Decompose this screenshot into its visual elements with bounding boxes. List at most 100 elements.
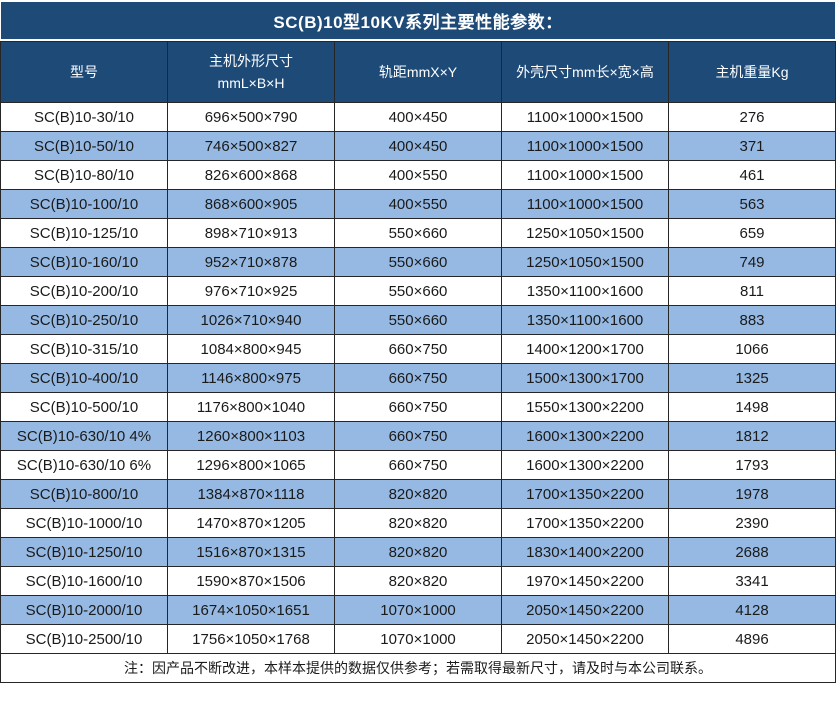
table-cell: SC(B)10-400/10 — [0, 363, 168, 393]
table-cell: 820×820 — [334, 566, 502, 596]
table-cell: SC(B)10-800/10 — [0, 479, 168, 509]
table-cell: 820×820 — [334, 479, 502, 509]
table-row: SC(B)10-1600/10 1590×870×1506 820×820 1970×… — [0, 566, 836, 596]
table-row: SC(B)10-400/10 1146×800×975 660×750 1500×13… — [0, 363, 836, 393]
spec-table: 型号 主机外形尺寸 mmL×B×H 轨距mmX×Y 外壳尺寸mm长×宽×高 主机… — [0, 41, 836, 654]
column-header-weight: 主机重量Kg — [668, 41, 836, 103]
table-cell: 660×750 — [334, 334, 502, 364]
table-cell: 1084×800×945 — [167, 334, 335, 364]
table-cell: 1100×1000×1500 — [501, 131, 669, 161]
table-cell: 1700×1350×2200 — [501, 479, 669, 509]
table-row: SC(B)10-250/10 1026×710×940 550×660 1350×11… — [0, 305, 836, 335]
table-cell: 1146×800×975 — [167, 363, 335, 393]
table-cell: 820×820 — [334, 508, 502, 538]
table-cell: 1978 — [668, 479, 836, 509]
table-cell: 550×660 — [334, 305, 502, 335]
table-cell: 1793 — [668, 450, 836, 480]
table-cell: 2390 — [668, 508, 836, 538]
table-cell: 868×600×905 — [167, 189, 335, 219]
table-cell: 659 — [668, 218, 836, 248]
table-cell: 1384×870×1118 — [167, 479, 335, 509]
column-header-shell-size: 外壳尺寸mm长×宽×高 — [501, 41, 669, 103]
spec-table-header: 型号 主机外形尺寸 mmL×B×H 轨距mmX×Y 外壳尺寸mm长×宽×高 主机… — [0, 41, 836, 103]
table-row: SC(B)10-100/10 868×600×905 400×550 1100×100… — [0, 189, 836, 219]
table-cell: 1700×1350×2200 — [501, 508, 669, 538]
table-cell: 826×600×868 — [167, 160, 335, 190]
table-cell: SC(B)10-50/10 — [0, 131, 168, 161]
table-cell: 3341 — [668, 566, 836, 596]
table-cell: SC(B)10-2500/10 — [0, 624, 168, 654]
table-cell: 1250×1050×1500 — [501, 218, 669, 248]
table-cell: SC(B)10-80/10 — [0, 160, 168, 190]
table-cell: 2050×1450×2200 — [501, 624, 669, 654]
table-cell: 4128 — [668, 595, 836, 625]
table-cell: 1100×1000×1500 — [501, 102, 669, 132]
table-cell: 550×660 — [334, 218, 502, 248]
table-row: SC(B)10-30/10 696×500×790 400×450 1100×1000… — [0, 102, 836, 132]
table-cell: 1400×1200×1700 — [501, 334, 669, 364]
table-cell: SC(B)10-1000/10 — [0, 508, 168, 538]
table-cell: 1350×1100×1600 — [501, 276, 669, 306]
table-cell: 400×550 — [334, 160, 502, 190]
table-cell: 550×660 — [334, 247, 502, 277]
table-cell: 746×500×827 — [167, 131, 335, 161]
table-cell: SC(B)10-1600/10 — [0, 566, 168, 596]
table-cell: 1500×1300×1700 — [501, 363, 669, 393]
table-row: SC(B)10-2500/10 1756×1050×1768 1070×1000 20… — [0, 624, 836, 654]
table-cell: 371 — [668, 131, 836, 161]
table-cell: 898×710×913 — [167, 218, 335, 248]
table-cell: 1066 — [668, 334, 836, 364]
table-cell: SC(B)10-1250/10 — [0, 537, 168, 567]
table-cell: 952×710×878 — [167, 247, 335, 277]
table-row: SC(B)10-800/10 1384×870×1118 820×820 1700×1… — [0, 479, 836, 509]
table-row: SC(B)10-200/10 976×710×925 550×660 1350×110… — [0, 276, 836, 306]
table-row: SC(B)10-630/10 6% 1296×800×1065 660×750 160… — [0, 450, 836, 480]
table-cell: 1070×1000 — [334, 624, 502, 654]
table-cell: 696×500×790 — [167, 102, 335, 132]
table-cell: 1070×1000 — [334, 595, 502, 625]
table-cell: 1260×800×1103 — [167, 421, 335, 451]
table-cell: 1550×1300×2200 — [501, 392, 669, 422]
table-cell: 660×750 — [334, 421, 502, 451]
table-cell: 1296×800×1065 — [167, 450, 335, 480]
table-cell: 1590×870×1506 — [167, 566, 335, 596]
table-row: SC(B)10-125/10 898×710×913 550×660 1250×105… — [0, 218, 836, 248]
spec-table-body: SC(B)10-30/10 696×500×790 400×450 1100×1000… — [0, 102, 836, 654]
table-cell: 1250×1050×1500 — [501, 247, 669, 277]
table-cell: SC(B)10-100/10 — [0, 189, 168, 219]
table-cell: SC(B)10-30/10 — [0, 102, 168, 132]
table-cell: 400×550 — [334, 189, 502, 219]
table-cell: SC(B)10-315/10 — [0, 334, 168, 364]
page-title: SC(B)10型10KV系列主要性能参数： — [1, 2, 835, 39]
table-cell: SC(B)10-2000/10 — [0, 595, 168, 625]
table-cell: 400×450 — [334, 102, 502, 132]
table-cell: 660×750 — [334, 450, 502, 480]
table-cell: SC(B)10-500/10 — [0, 392, 168, 422]
table-cell: 1470×870×1205 — [167, 508, 335, 538]
table-cell: 976×710×925 — [167, 276, 335, 306]
column-header-model: 型号 — [0, 41, 168, 103]
table-cell: SC(B)10-160/10 — [0, 247, 168, 277]
table-cell: 1176×800×1040 — [167, 392, 335, 422]
column-header-dimensions: 主机外形尺寸 mmL×B×H — [167, 41, 335, 103]
table-cell: 2050×1450×2200 — [501, 595, 669, 625]
table-cell: SC(B)10-200/10 — [0, 276, 168, 306]
header-row: 型号 主机外形尺寸 mmL×B×H 轨距mmX×Y 外壳尺寸mm长×宽×高 主机… — [0, 41, 836, 103]
table-cell: 1674×1050×1651 — [167, 595, 335, 625]
table-row: SC(B)10-500/10 1176×800×1040 660×750 1550×1… — [0, 392, 836, 422]
table-cell: 883 — [668, 305, 836, 335]
table-cell: 1026×710×940 — [167, 305, 335, 335]
table-cell: 1600×1300×2200 — [501, 450, 669, 480]
table-cell: 461 — [668, 160, 836, 190]
table-row: SC(B)10-2000/10 1674×1050×1651 1070×1000 20… — [0, 595, 836, 625]
table-cell: 811 — [668, 276, 836, 306]
table-cell: SC(B)10-250/10 — [0, 305, 168, 335]
table-cell: 1498 — [668, 392, 836, 422]
table-cell: 400×450 — [334, 131, 502, 161]
table-cell: 749 — [668, 247, 836, 277]
table-cell: SC(B)10-630/10 6% — [0, 450, 168, 480]
table-row: SC(B)10-630/10 4% 1260×800×1103 660×750 160… — [0, 421, 836, 451]
table-cell: 1830×1400×2200 — [501, 537, 669, 567]
table-cell: SC(B)10-630/10 4% — [0, 421, 168, 451]
